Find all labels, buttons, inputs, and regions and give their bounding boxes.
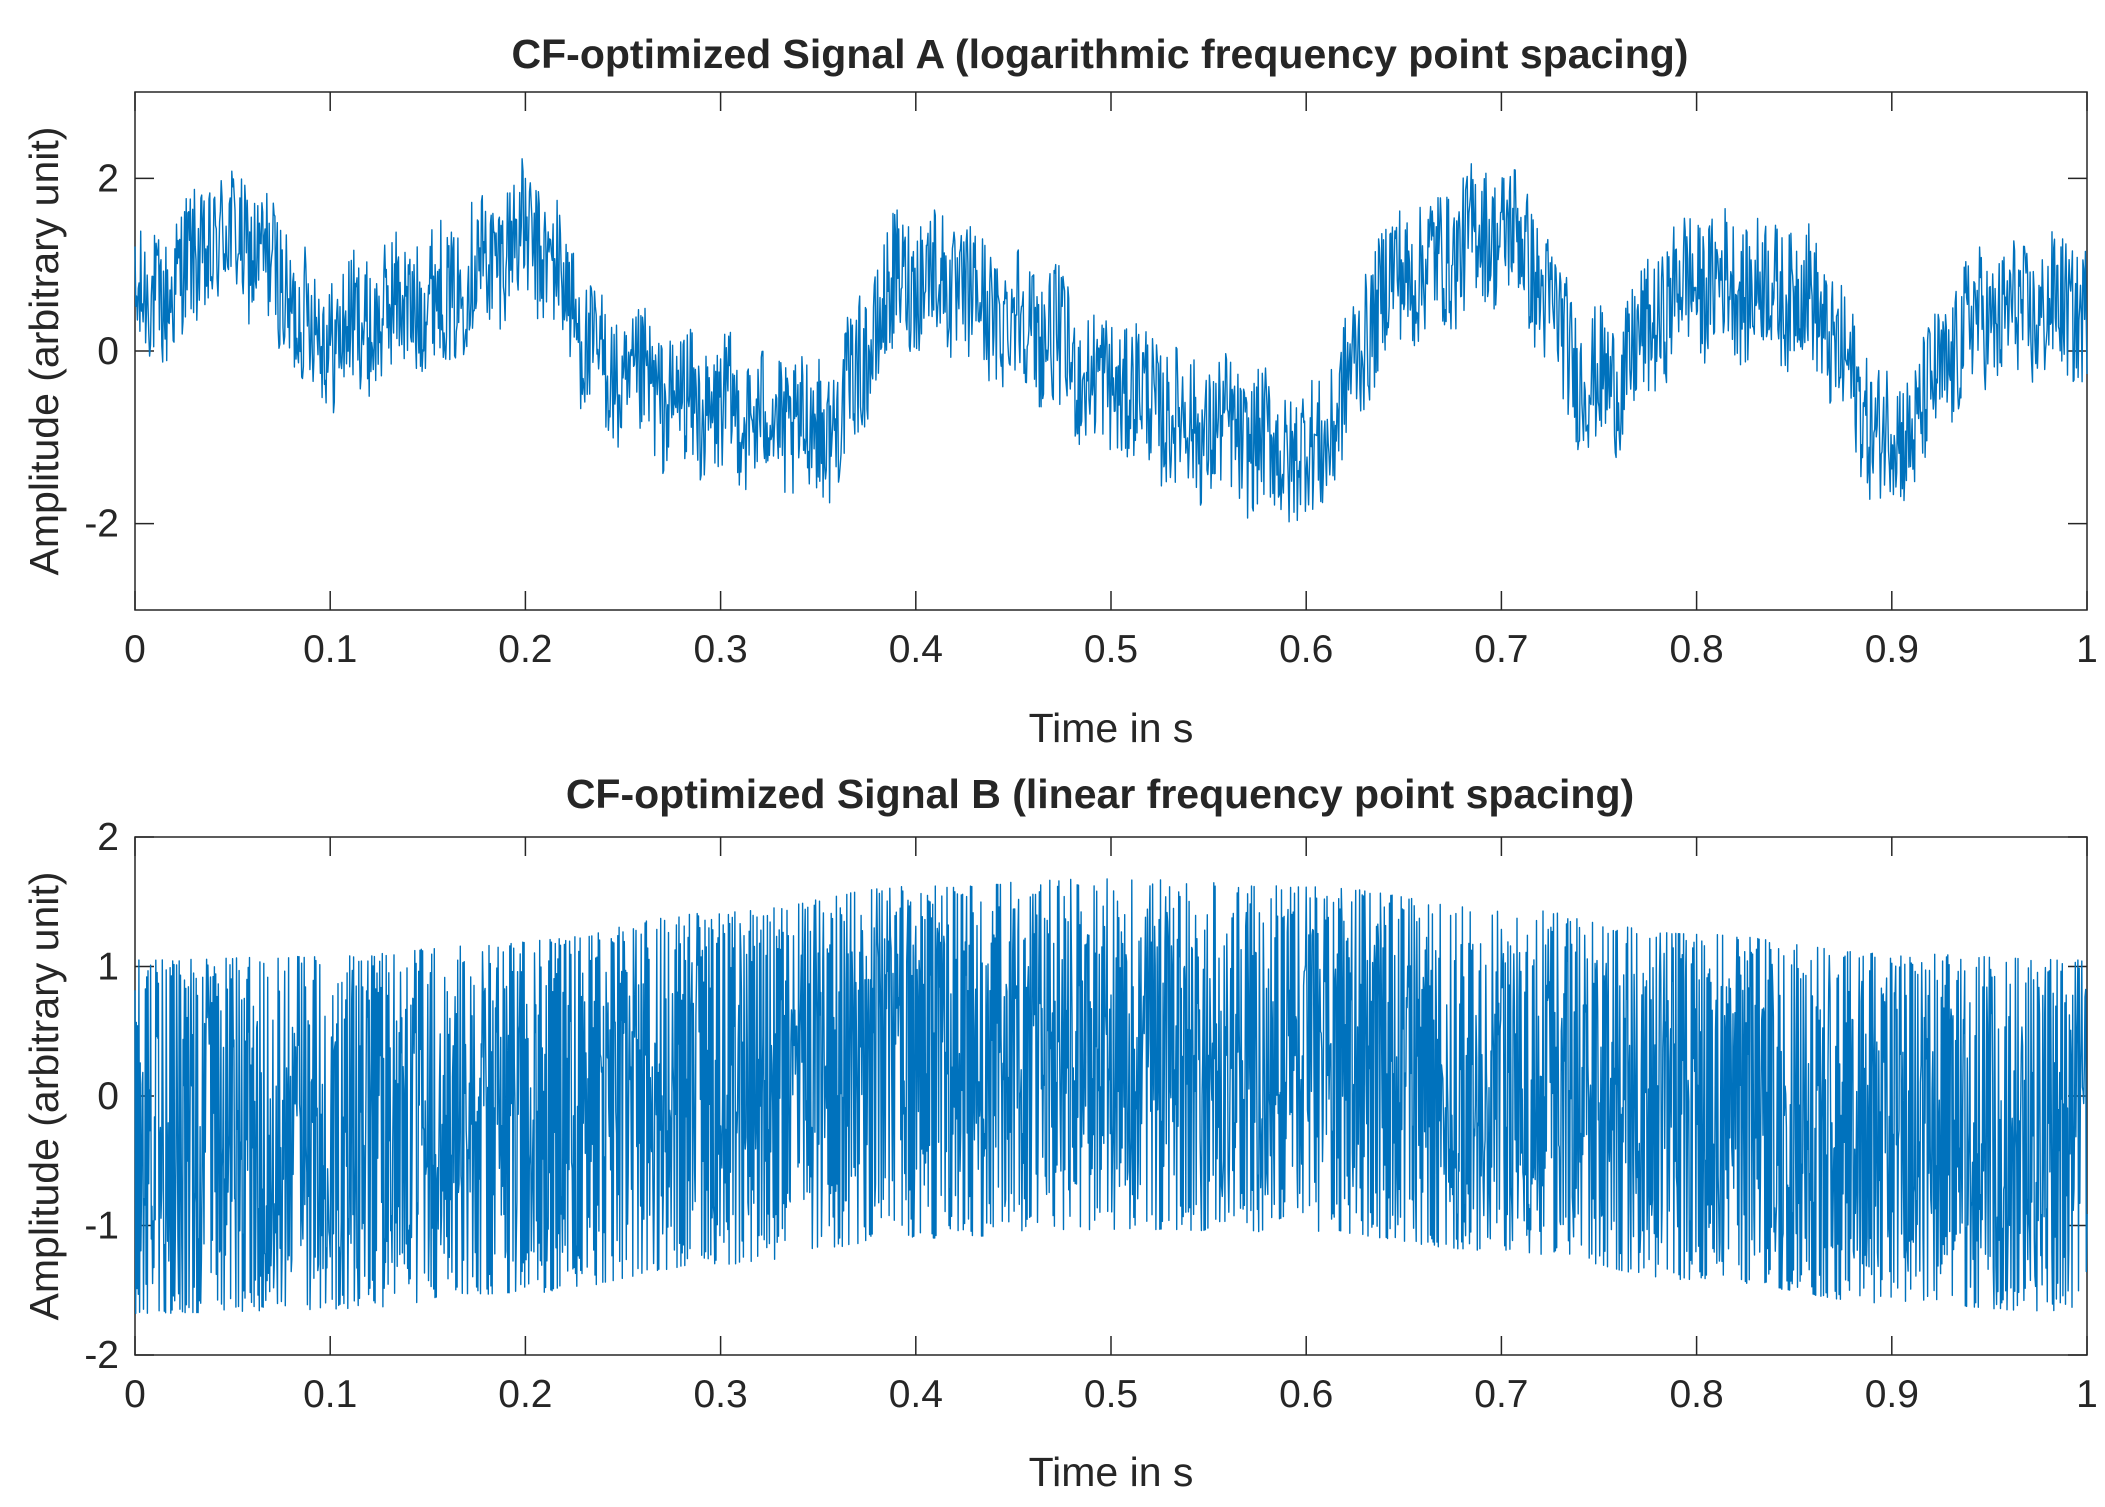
chart-signal-a: CF-optimized Signal A (logarithmic frequ… bbox=[21, 31, 2098, 751]
x-axis-label: Time in s bbox=[1029, 705, 1194, 751]
series-line bbox=[134, 878, 2088, 1315]
x-tick-label: 0.5 bbox=[1084, 1373, 1138, 1416]
x-tick-label: 0.5 bbox=[1084, 628, 1138, 671]
x-tick-label: 0.4 bbox=[889, 628, 943, 671]
chart-title: CF-optimized Signal A (logarithmic frequ… bbox=[512, 31, 1689, 77]
x-axis-label: Time in s bbox=[1029, 1449, 1194, 1495]
y-tick-label: 2 bbox=[97, 157, 119, 200]
y-axis-label: Amplitude (arbitrary unit) bbox=[21, 127, 67, 576]
series-group bbox=[134, 878, 2088, 1315]
y-tick-label: 2 bbox=[97, 816, 119, 859]
x-tick-label: 0.8 bbox=[1669, 628, 1723, 671]
y-tick-label: 1 bbox=[97, 946, 119, 989]
x-tick-label: 0.2 bbox=[498, 628, 552, 671]
x-tick-label: 0.3 bbox=[693, 1373, 747, 1416]
x-tick-label: 0.1 bbox=[303, 1373, 357, 1416]
y-tick-label: -2 bbox=[84, 1334, 119, 1377]
series-group bbox=[134, 158, 2088, 523]
x-tick-label: 0.7 bbox=[1474, 628, 1528, 671]
x-tick-label: 0 bbox=[124, 1373, 146, 1416]
chart-signal-b: CF-optimized Signal B (linear frequency … bbox=[21, 771, 2098, 1495]
y-tick-label: -2 bbox=[84, 503, 119, 546]
x-tick-label: 0.8 bbox=[1669, 1373, 1723, 1416]
x-tick-label: 0.6 bbox=[1279, 628, 1333, 671]
x-tick-label: 0.9 bbox=[1865, 1373, 1919, 1416]
x-tick-label: 0.3 bbox=[693, 628, 747, 671]
x-tick-label: 0.2 bbox=[498, 1373, 552, 1416]
chart-title: CF-optimized Signal B (linear frequency … bbox=[566, 771, 1634, 817]
y-axis: -2 0 2 bbox=[84, 157, 2087, 546]
y-tick-label: -1 bbox=[84, 1205, 119, 1248]
y-tick-label: 0 bbox=[97, 330, 119, 373]
x-axis: 0 0.1 0.2 0.3 0.4 0.5 0.6 0.7 0.8 0.9 1 bbox=[124, 837, 2098, 1416]
x-tick-label: 0 bbox=[124, 628, 146, 671]
x-tick-label: 0.9 bbox=[1865, 628, 1919, 671]
x-tick-label: 0.7 bbox=[1474, 1373, 1528, 1416]
x-axis: 0 0.1 0.2 0.3 0.4 0.5 0.6 0.7 0.8 0.9 1 bbox=[124, 92, 2098, 671]
y-axis-label: Amplitude (arbitrary unit) bbox=[21, 872, 67, 1321]
x-tick-label: 0.4 bbox=[889, 1373, 943, 1416]
x-tick-label: 0.1 bbox=[303, 628, 357, 671]
x-tick-label: 1 bbox=[2076, 628, 2098, 671]
y-tick-label: 0 bbox=[97, 1075, 119, 1118]
series-line bbox=[134, 158, 2088, 523]
x-tick-label: 0.6 bbox=[1279, 1373, 1333, 1416]
x-tick-label: 1 bbox=[2076, 1373, 2098, 1416]
